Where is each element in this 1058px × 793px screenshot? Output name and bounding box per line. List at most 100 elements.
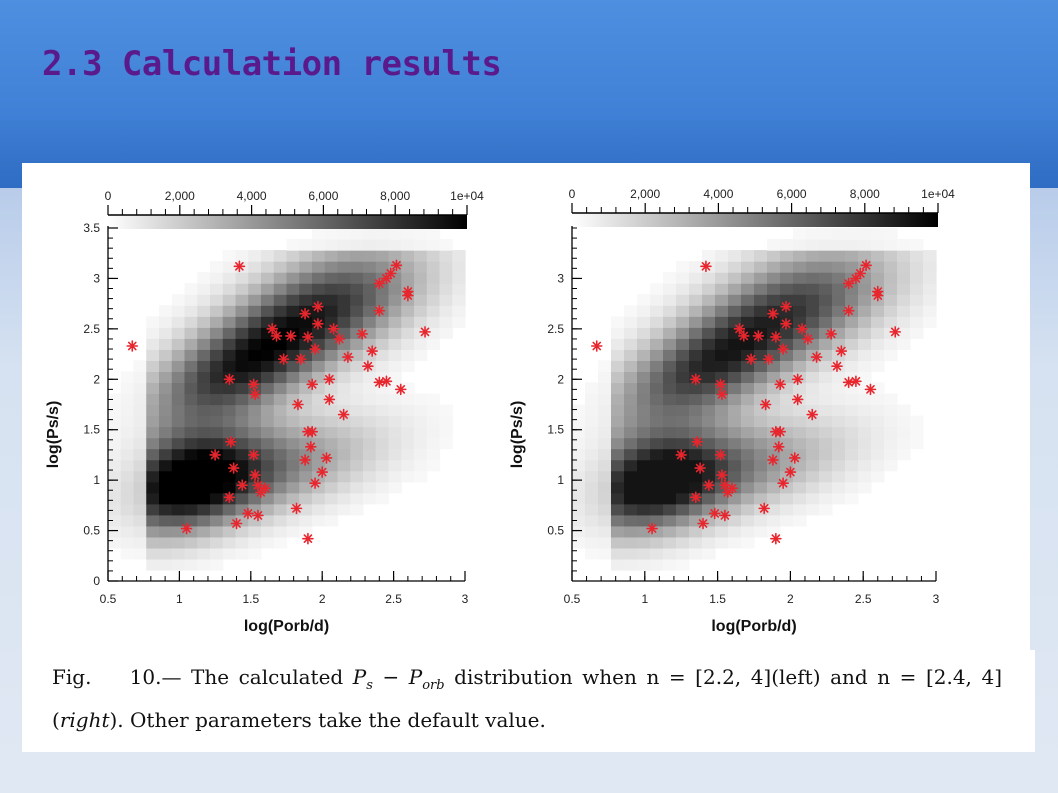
heatmap-cell [337, 250, 351, 262]
heatmap-cell [806, 459, 820, 472]
heatmap-cell [637, 294, 651, 306]
star-stroke [250, 390, 260, 399]
heatmap-cell [286, 415, 300, 428]
y-tick-label: 1.5 [547, 423, 564, 437]
heatmap-cell [273, 514, 288, 527]
heatmap-cell [702, 492, 716, 505]
heatmap-cell [184, 371, 198, 384]
heatmap-cell [598, 503, 612, 516]
heatmap-cell [235, 547, 249, 560]
star-stroke [837, 346, 846, 356]
heatmap-cell [806, 437, 820, 450]
heatmap-cell [312, 437, 326, 450]
heatmap-cell [120, 415, 135, 428]
heatmap-cell [819, 294, 833, 306]
caption-right-word: right [59, 708, 110, 732]
observed-point [373, 277, 386, 290]
heatmap-cell [286, 261, 300, 273]
heatmap-cell [884, 272, 898, 284]
heatmap-cell [286, 459, 300, 472]
heatmap-cell [312, 426, 326, 439]
heatmap-cell [184, 305, 198, 317]
heatmap-cell [624, 349, 638, 361]
heatmap-cell [388, 294, 402, 306]
heatmap-cell [273, 272, 288, 284]
heatmap-cell [663, 536, 677, 549]
observed-point [806, 408, 819, 421]
x-tick-label: 0.5 [564, 592, 581, 606]
heatmap-cell [598, 536, 612, 549]
heatmap-cell [858, 437, 872, 450]
heatmap-cell [871, 261, 885, 273]
heatmap-cell [286, 470, 300, 483]
heatmap-cell [401, 349, 415, 361]
heatmap-cell [754, 382, 768, 395]
observed-point [247, 378, 260, 391]
heatmap-cell [728, 404, 742, 417]
star-stroke [292, 504, 301, 513]
x-tick-label: 0.5 [100, 592, 117, 606]
heatmap-cell [741, 283, 755, 295]
heatmap-cell [375, 492, 390, 505]
star-stroke [243, 509, 253, 518]
heatmap-cell [663, 349, 677, 361]
heatmap-cell [871, 316, 885, 328]
heatmap-cell [793, 426, 807, 439]
heatmap-cell [806, 283, 820, 295]
heatmap-cell [184, 503, 198, 516]
heatmap-cell [337, 327, 351, 339]
heatmap-cell [159, 547, 173, 560]
heatmap-cell [819, 415, 833, 428]
heatmap-cell [923, 250, 937, 262]
heatmap-cell [754, 448, 768, 461]
heatmap-cell [273, 536, 288, 549]
heatmap-cell [767, 525, 781, 538]
heatmap-cell [210, 481, 224, 494]
observed-point [126, 340, 139, 352]
heatmap-cell [624, 327, 638, 339]
heatmap-cell [375, 239, 390, 251]
heatmap-cell [248, 371, 262, 384]
heatmap-cell [611, 349, 625, 361]
heatmap-cell [388, 459, 402, 472]
heatmap-cell [676, 305, 690, 317]
heatmap-cell [793, 448, 807, 461]
heatmap-cell [146, 393, 160, 406]
heatmap-cell [767, 393, 781, 406]
heatmap-cell [832, 415, 846, 428]
heatmap-cell [222, 481, 237, 494]
heatmap-cell [741, 448, 755, 461]
heatmap-cell [715, 503, 729, 516]
heatmap-cell [401, 448, 415, 461]
star-stroke [374, 377, 384, 387]
heatmap-cell [222, 360, 237, 373]
heatmap-cell [273, 492, 288, 505]
heatmap-cell [439, 327, 453, 339]
observed-point [299, 454, 311, 466]
heatmap-cell [235, 360, 249, 373]
heatmap-cell [819, 228, 833, 240]
heatmap-cell [286, 294, 300, 306]
heatmap-cell [663, 459, 677, 472]
heatmap-cell [120, 448, 135, 461]
heatmap-cell [324, 459, 339, 472]
star-stroke [775, 427, 785, 437]
heatmap-cell [388, 426, 402, 439]
heatmap-cell [728, 261, 742, 273]
heatmap-cell [663, 404, 677, 417]
heatmap-cell [702, 448, 716, 461]
heatmap-cell [624, 371, 638, 384]
heatmap-cell [624, 360, 638, 373]
heatmap-cell [741, 514, 755, 527]
heatmap-cell [793, 305, 807, 317]
heatmap-cell [388, 360, 402, 373]
heatmap-cell [171, 294, 186, 306]
heatmap-cell [702, 250, 716, 262]
heatmap-cell [235, 448, 249, 461]
heatmap-cell [767, 327, 781, 339]
observed-point [700, 260, 712, 273]
heatmap-cell [210, 294, 224, 306]
heatmap-cell [845, 228, 859, 240]
heatmap-cell [806, 360, 820, 373]
heatmap-cell [572, 514, 586, 527]
